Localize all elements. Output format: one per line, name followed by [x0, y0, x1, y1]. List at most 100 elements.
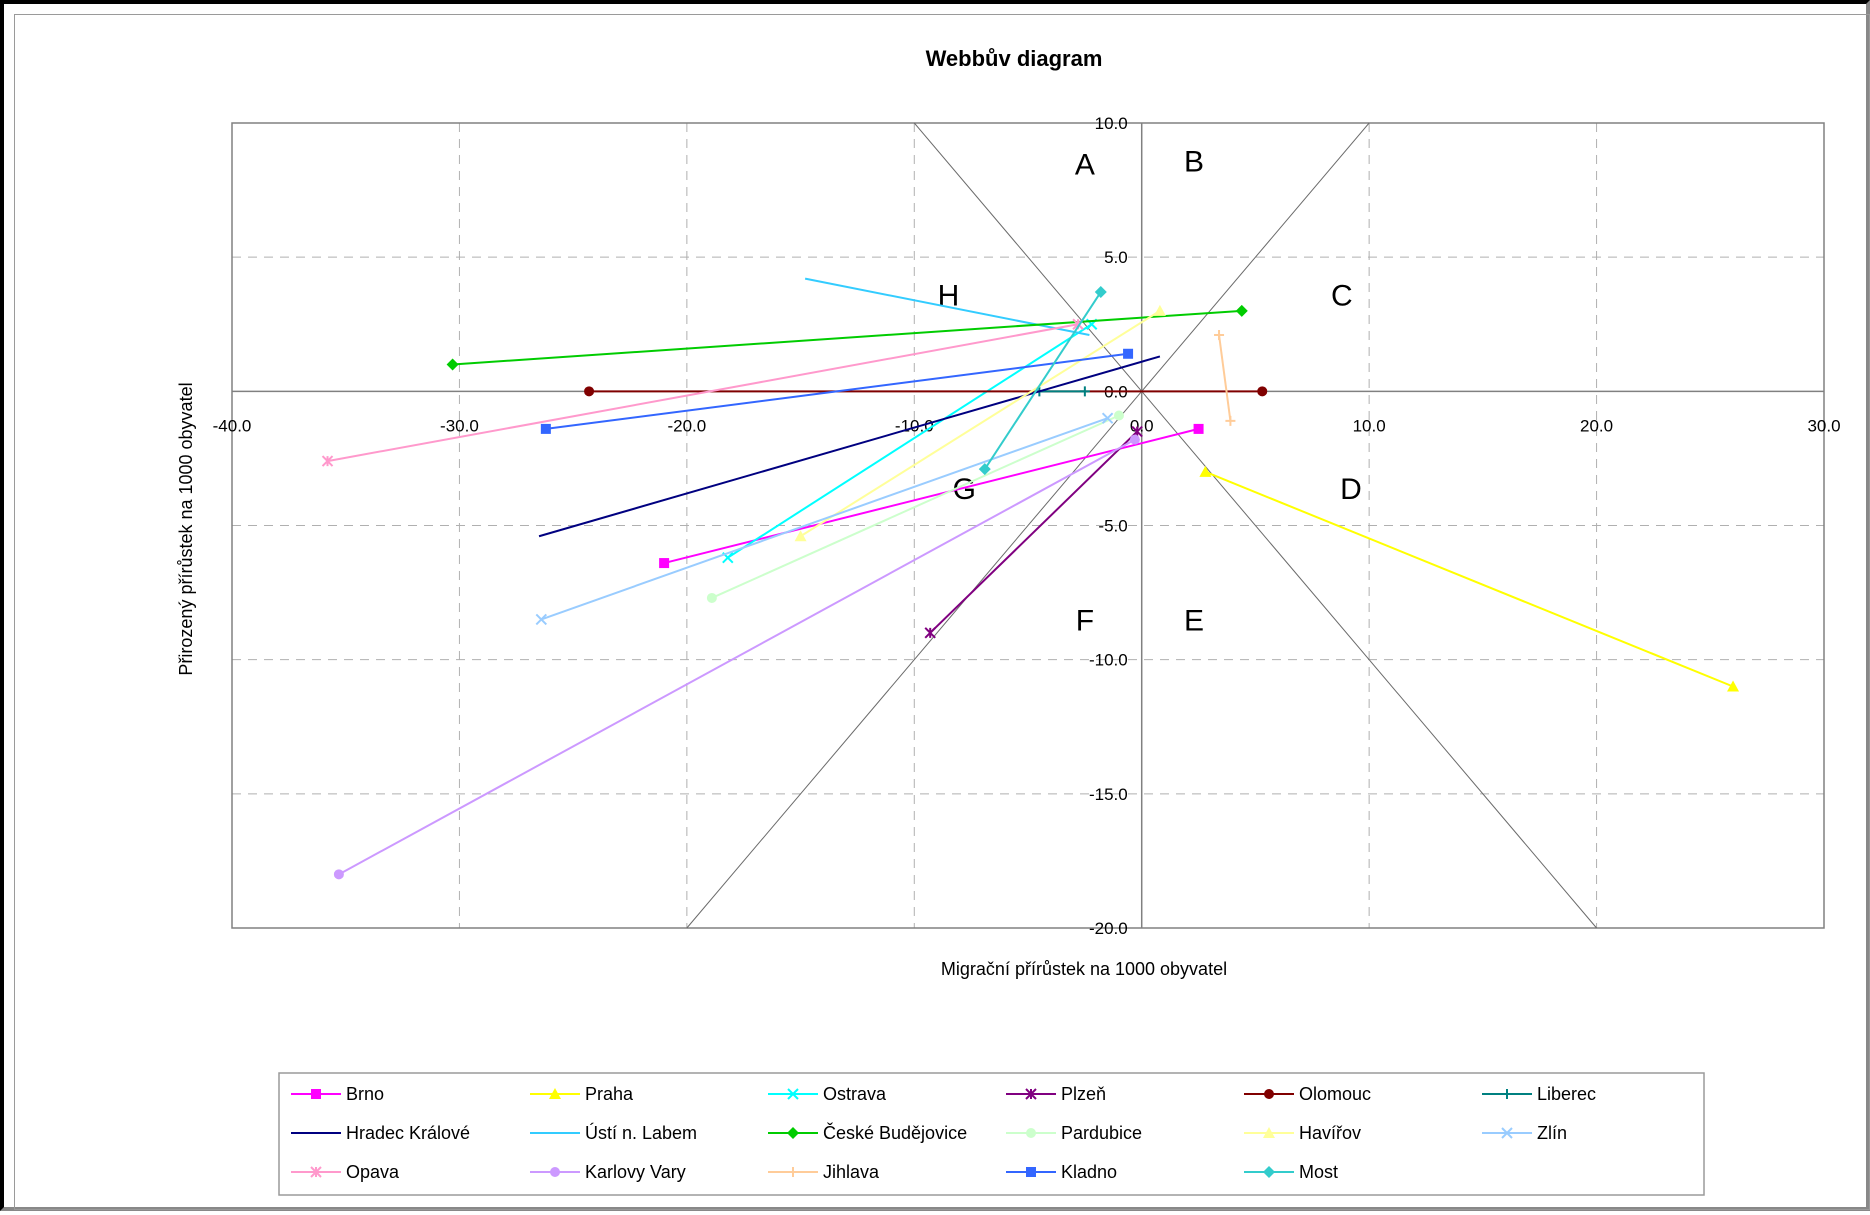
series-Karlovy Vary [333, 434, 1140, 880]
series-line [800, 309, 1161, 538]
legend-label: Kladno [1061, 1162, 1117, 1182]
legend-box [278, 1072, 1705, 1196]
y-tick-label: -5.0 [1098, 517, 1127, 536]
legend-item: Olomouc [1244, 1084, 1371, 1104]
legend-item: Kladno [1006, 1162, 1117, 1182]
series-Praha [1199, 465, 1740, 692]
y-tick-label: 5.0 [1104, 248, 1128, 267]
data-point [321, 455, 334, 467]
x-tick-label: -20.0 [667, 416, 706, 435]
y-tick-label: -20.0 [1089, 919, 1128, 938]
legend-marker [1025, 1088, 1037, 1100]
legend-item: Pardubice [1006, 1123, 1142, 1143]
series-line [983, 291, 1102, 470]
y-tick-label: -15.0 [1089, 785, 1128, 804]
x-tick-label: 20.0 [1580, 416, 1613, 435]
legend-marker [1501, 1127, 1513, 1139]
data-point [584, 386, 595, 397]
legend-label: Hradec Králové [346, 1123, 470, 1143]
legend-label: Pardubice [1061, 1123, 1142, 1143]
legend: Brno Praha Ostrava Plzeň Olomouc Liberec Hrade… [278, 1072, 1705, 1196]
plot-area [231, 122, 1825, 929]
legend-item: Praha [530, 1084, 634, 1104]
legend-item: Most [1244, 1162, 1338, 1182]
legend-item: Zlín [1482, 1123, 1567, 1143]
y-tick-label: 10.0 [1095, 114, 1128, 133]
x-tick-label: -30.0 [440, 416, 479, 435]
legend-item: Havířov [1244, 1123, 1361, 1143]
data-point [1727, 680, 1740, 692]
data-point [1123, 348, 1134, 359]
series-Jihlava [1214, 329, 1236, 426]
data-point [1094, 286, 1107, 299]
region-label: B [1184, 146, 1204, 179]
series-line [540, 417, 1108, 621]
region-label: H [938, 280, 960, 313]
legend-label: Olomouc [1299, 1084, 1371, 1104]
region-label: C [1331, 280, 1353, 313]
legend-marker [549, 1088, 561, 1099]
legend-item: Jihlava [768, 1162, 880, 1182]
region-label: E [1184, 604, 1204, 637]
legend-item: Ústí n. Labem [530, 1122, 697, 1143]
x-tick-label: 0.0 [1130, 416, 1154, 435]
region-label: D [1340, 473, 1362, 506]
legend-marker [310, 1166, 322, 1178]
legend-label: Brno [346, 1084, 384, 1104]
data-point [659, 558, 670, 569]
series-line [804, 277, 1090, 336]
chart-title: Webbův diagram [926, 46, 1103, 71]
legend-label: Opava [346, 1162, 400, 1182]
legend-label: Plzeň [1061, 1084, 1106, 1104]
data-point [1113, 410, 1124, 421]
legend-item: Opava [291, 1162, 400, 1182]
data-point [1101, 412, 1114, 424]
legend-item: České Budějovice [768, 1122, 967, 1143]
legend-marker [550, 1167, 560, 1177]
series-line [727, 323, 1093, 559]
quadrant-diagonals [686, 122, 1597, 929]
data-point [446, 358, 459, 371]
webb-diagram-chart: Webbův diagram -40.0 -30.0 -20.0 -10.0 0.0 10… [176, 46, 1841, 1196]
series-Pardubice [706, 410, 1124, 603]
legend-marker [1263, 1166, 1275, 1178]
data-point [1257, 386, 1268, 397]
series-line [327, 323, 1079, 463]
series-Ústí n. Labem [804, 277, 1090, 336]
legend-label: Havířov [1299, 1123, 1361, 1143]
x-tick-label: 30.0 [1807, 416, 1840, 435]
data-point [535, 613, 548, 626]
data-point [978, 463, 991, 476]
legend-item: Brno [291, 1084, 384, 1104]
series-line [538, 355, 1161, 538]
data-point [1214, 329, 1225, 340]
legend-marker [787, 1088, 799, 1100]
legend-label: Ostrava [823, 1084, 887, 1104]
series-line [929, 430, 1138, 634]
legend-label: Praha [585, 1084, 634, 1104]
legend-marker [1263, 1127, 1275, 1138]
legend-marker [787, 1127, 799, 1139]
legend-label: Zlín [1537, 1123, 1567, 1143]
legend-marker [311, 1089, 321, 1099]
legend-label: Liberec [1537, 1084, 1596, 1104]
legend-label: Karlovy Vary [585, 1162, 686, 1182]
legend-label: Most [1299, 1162, 1338, 1182]
legend-label: Ústí n. Labem [585, 1122, 697, 1143]
x-axis-label: Migrační přírůstek na 1000 obyvatel [941, 959, 1227, 979]
data-point [333, 869, 344, 880]
legend-marker [1026, 1128, 1036, 1138]
legend-marker [788, 1167, 798, 1177]
data-point [1129, 434, 1140, 445]
series-line [1218, 334, 1232, 421]
series-České Budějovice [446, 304, 1248, 371]
series [321, 277, 1740, 880]
data-point [706, 592, 717, 603]
legend-item: Hradec Králové [291, 1123, 470, 1143]
series-Havířov [794, 304, 1166, 542]
diagonal-line [913, 122, 1597, 929]
legend-item: Plzeň [1006, 1084, 1106, 1104]
series-Zlín [535, 412, 1114, 626]
data-point [540, 423, 551, 434]
